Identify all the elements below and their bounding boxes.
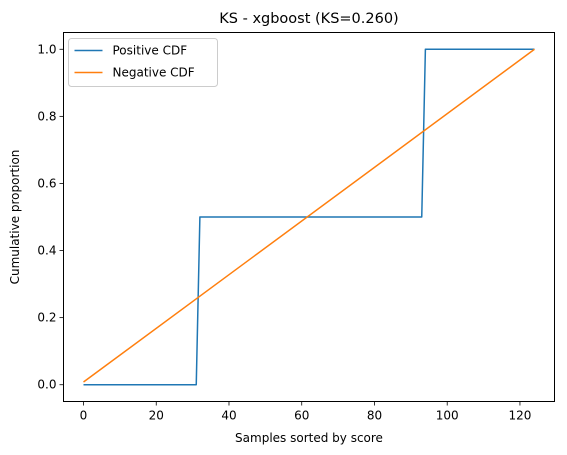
x-tick-label: 100 [436, 409, 459, 423]
y-axis: 0.0 0.2 0.4 0.6 0.8 1.0 [37, 42, 64, 392]
plot-frame [63, 32, 555, 402]
series-line-2 [83, 48, 535, 383]
legend-label-1: Positive CDF [113, 44, 188, 58]
y-tick-label: 0.8 [37, 109, 56, 123]
x-tick-label: 60 [294, 409, 309, 423]
series-line-1 [83, 48, 535, 386]
x-tick-label: 120 [508, 409, 531, 423]
legend-box [68, 38, 218, 87]
x-tick-label: 80 [367, 409, 382, 423]
y-tick-label: 0.2 [37, 311, 56, 325]
y-tick-label: 1.0 [37, 42, 56, 56]
y-axis-label: Cumulative proportion [8, 150, 22, 285]
x-axis: 0 20 40 60 80 100 120 [80, 401, 531, 423]
x-tick-label: 0 [80, 409, 88, 423]
y-tick-label: 0.6 [37, 176, 56, 190]
legend-label-2: Negative CDF [113, 66, 195, 80]
plot-area [83, 48, 535, 386]
x-axis-label: Samples sorted by score [235, 431, 383, 445]
y-tick-label: 0.0 [37, 378, 56, 392]
legend: Positive CDF Negative CDF [68, 38, 218, 87]
x-tick-label: 20 [149, 409, 164, 423]
y-tick-label: 0.4 [37, 244, 56, 258]
x-tick-label: 40 [221, 409, 236, 423]
chart-title: KS - xgboost (KS=0.260) [219, 11, 398, 27]
